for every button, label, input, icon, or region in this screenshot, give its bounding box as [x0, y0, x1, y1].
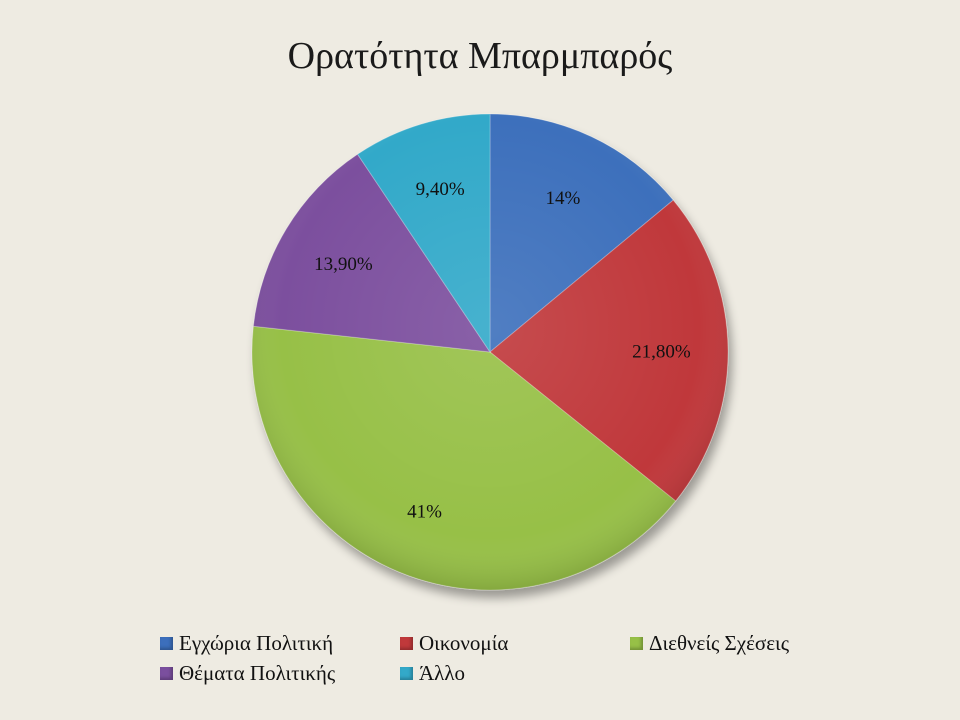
legend-swatch-economy: [400, 636, 413, 650]
legend-item-policy-issues: Θέματα Πολιτικής: [160, 661, 400, 686]
legend-label-international-relations: Διεθνείς Σχέσεις: [649, 630, 790, 655]
slice-label-2: 41%: [407, 501, 442, 522]
legend-swatch-other: [400, 666, 413, 680]
slice-label-4: 9,40%: [416, 179, 465, 200]
legend-label-economy: Οικονομία: [419, 630, 509, 655]
slice-label-1: 21,80%: [632, 342, 691, 363]
legend-swatch-international-relations: [630, 636, 643, 650]
pie-chart: 14% 21,80% 41% 13,90% 9,40%: [251, 113, 729, 591]
legend-swatch-policy-issues: [160, 666, 173, 680]
slice-label-3: 13,90%: [314, 254, 373, 275]
legend-item-economy: Οικονομία: [400, 631, 630, 656]
legend-item-other: Άλλο: [400, 661, 465, 686]
legend-label-other: Άλλο: [419, 660, 466, 685]
legend-label-policy-issues: Θέματα Πολιτικής: [179, 660, 336, 685]
legend-row-2: Θέματα Πολιτικής Άλλο: [160, 658, 860, 688]
legend: Εγχώρια Πολιτική Οικονομία Διεθνείς Σχέσ…: [160, 628, 860, 688]
legend-swatch-domestic-politics: [160, 636, 173, 650]
legend-item-domestic-politics: Εγχώρια Πολιτική: [160, 631, 400, 656]
legend-item-international-relations: Διεθνείς Σχέσεις: [630, 631, 789, 656]
slice-label-0: 14%: [545, 188, 580, 209]
legend-row-1: Εγχώρια Πολιτική Οικονομία Διεθνείς Σχέσ…: [160, 628, 860, 658]
legend-label-domestic-politics: Εγχώρια Πολιτική: [179, 630, 334, 655]
chart-title: Ορατότητα Μπαρμπαρός: [287, 35, 673, 77]
